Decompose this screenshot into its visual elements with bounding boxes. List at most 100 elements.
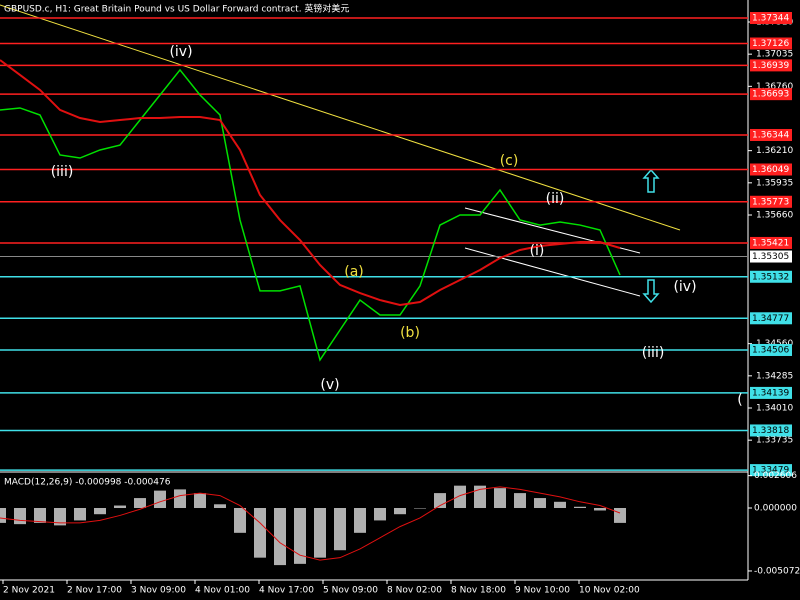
price-tick-label: 1.36760	[756, 82, 793, 92]
macd-label: MACD(12,26,9) -0.000998 -0.000476	[4, 478, 171, 488]
level-label-box	[750, 343, 792, 356]
macd-tick-label: 0.002606	[754, 471, 797, 481]
level-label-box	[750, 312, 792, 325]
wave-label: (iii)	[642, 345, 665, 361]
macd-bar	[314, 508, 326, 558]
level-label: 1.35773	[752, 197, 789, 207]
level-label-box	[750, 424, 792, 437]
price-tick-label: 1.37035	[756, 50, 793, 60]
level-label-box	[750, 88, 792, 101]
arrow-up-icon	[642, 168, 660, 193]
level-label-box	[750, 464, 792, 477]
level-label-box	[750, 195, 792, 208]
level-label-box	[750, 236, 792, 249]
macd-bar	[414, 508, 426, 509]
time-label: 4 Nov 01:00	[195, 586, 250, 596]
price-tick-label: 1.36210	[756, 146, 793, 156]
time-label: 5 Nov 09:00	[323, 586, 378, 596]
arrow-down-icon	[642, 279, 660, 304]
macd-tick-label: -0.005072	[754, 566, 800, 576]
macd-bar	[494, 488, 506, 509]
wave-label: (iv)	[673, 279, 696, 295]
macd-bar	[194, 493, 206, 509]
wave-label: (	[737, 392, 742, 408]
macd-bar	[34, 508, 46, 523]
time-label: 8 Nov 02:00	[387, 586, 442, 596]
wave-label: (a)	[344, 264, 364, 280]
level-label: 1.37344	[752, 14, 789, 24]
level-label-box	[750, 12, 792, 25]
price-line	[0, 68, 621, 362]
level-label: 1.37126	[752, 39, 789, 49]
macd-bar	[74, 508, 86, 521]
macd-bar	[234, 508, 246, 533]
level-label-box	[750, 59, 792, 72]
level-label-box	[750, 128, 792, 141]
frame	[0, 0, 749, 581]
channel-line	[464, 247, 641, 297]
macd-bar	[374, 508, 386, 521]
macd-bar	[474, 485, 486, 509]
macd-bar	[94, 508, 106, 515]
time-label: 4 Nov 17:00	[259, 586, 314, 596]
moving-average	[0, 59, 621, 306]
level-label: 1.36693	[752, 90, 789, 100]
trend-line	[0, 4, 681, 231]
macd-bar	[554, 501, 566, 509]
wave-label: (v)	[320, 377, 339, 393]
level-label: 1.36344	[752, 130, 789, 140]
level-label: 1.34506	[752, 345, 789, 355]
macd-bar	[574, 506, 586, 509]
macd-bar	[154, 490, 166, 509]
level-label: 1.33818	[752, 426, 789, 436]
level-label: 1.36049	[752, 165, 789, 175]
macd-bar	[394, 508, 406, 515]
time-label: 8 Nov 18:00	[451, 586, 506, 596]
time-label: 2 Nov 2021	[3, 586, 55, 596]
macd-bar	[594, 508, 606, 511]
price-tick-label: 1.33735	[756, 436, 793, 446]
price-tick-label: 1.35660	[756, 210, 793, 220]
wave-label: (c)	[500, 153, 519, 169]
time-label: 10 Nov 02:00	[579, 586, 640, 596]
wave-label: (i)	[530, 243, 545, 259]
wave-label: (ii)	[546, 191, 565, 207]
chart-header: GBPUSD.c, H1: Great Britain Pound vs US …	[4, 3, 349, 15]
macd-bar	[134, 498, 146, 509]
level-label: 1.35132	[752, 272, 789, 282]
level-label: 1.34139	[752, 388, 789, 398]
macd-bar	[114, 505, 126, 509]
macd-bar	[14, 508, 26, 525]
macd-bar	[254, 508, 266, 558]
level-label-box	[750, 270, 792, 283]
time-label: 2 Nov 17:00	[67, 586, 122, 596]
level-label: 1.35421	[752, 238, 789, 248]
price-tick-label: 1.34285	[756, 371, 793, 381]
macd-bar	[0, 508, 6, 523]
macd-bar	[514, 493, 526, 509]
current-price-label: 1.35305	[752, 252, 789, 262]
macd-bar	[294, 508, 306, 564]
macd-bar	[614, 508, 626, 523]
time-label: 9 Nov 10:00	[515, 586, 570, 596]
price-tick-label: 1.34010	[756, 404, 793, 414]
macd-bar	[534, 498, 546, 509]
level-label-box	[750, 37, 792, 50]
wave-label: (iv)	[169, 44, 192, 60]
macd-signal	[0, 486, 621, 561]
time-label: 3 Nov 09:00	[131, 586, 186, 596]
level-label: 1.34777	[752, 314, 789, 324]
macd-bar	[454, 485, 466, 509]
level-label: 1.33479	[752, 466, 789, 476]
level-label-box	[750, 163, 792, 176]
macd-bar	[334, 508, 346, 551]
wave-label: (iii)	[51, 164, 74, 180]
macd-bar	[354, 508, 366, 533]
current-price-box	[750, 250, 792, 263]
wave-label: (b)	[400, 325, 420, 341]
macd-bar	[214, 504, 226, 509]
macd-tick-label: 0.000000	[754, 504, 797, 514]
macd-bar	[54, 508, 66, 526]
price-tick-label: 1.35935	[756, 178, 793, 188]
